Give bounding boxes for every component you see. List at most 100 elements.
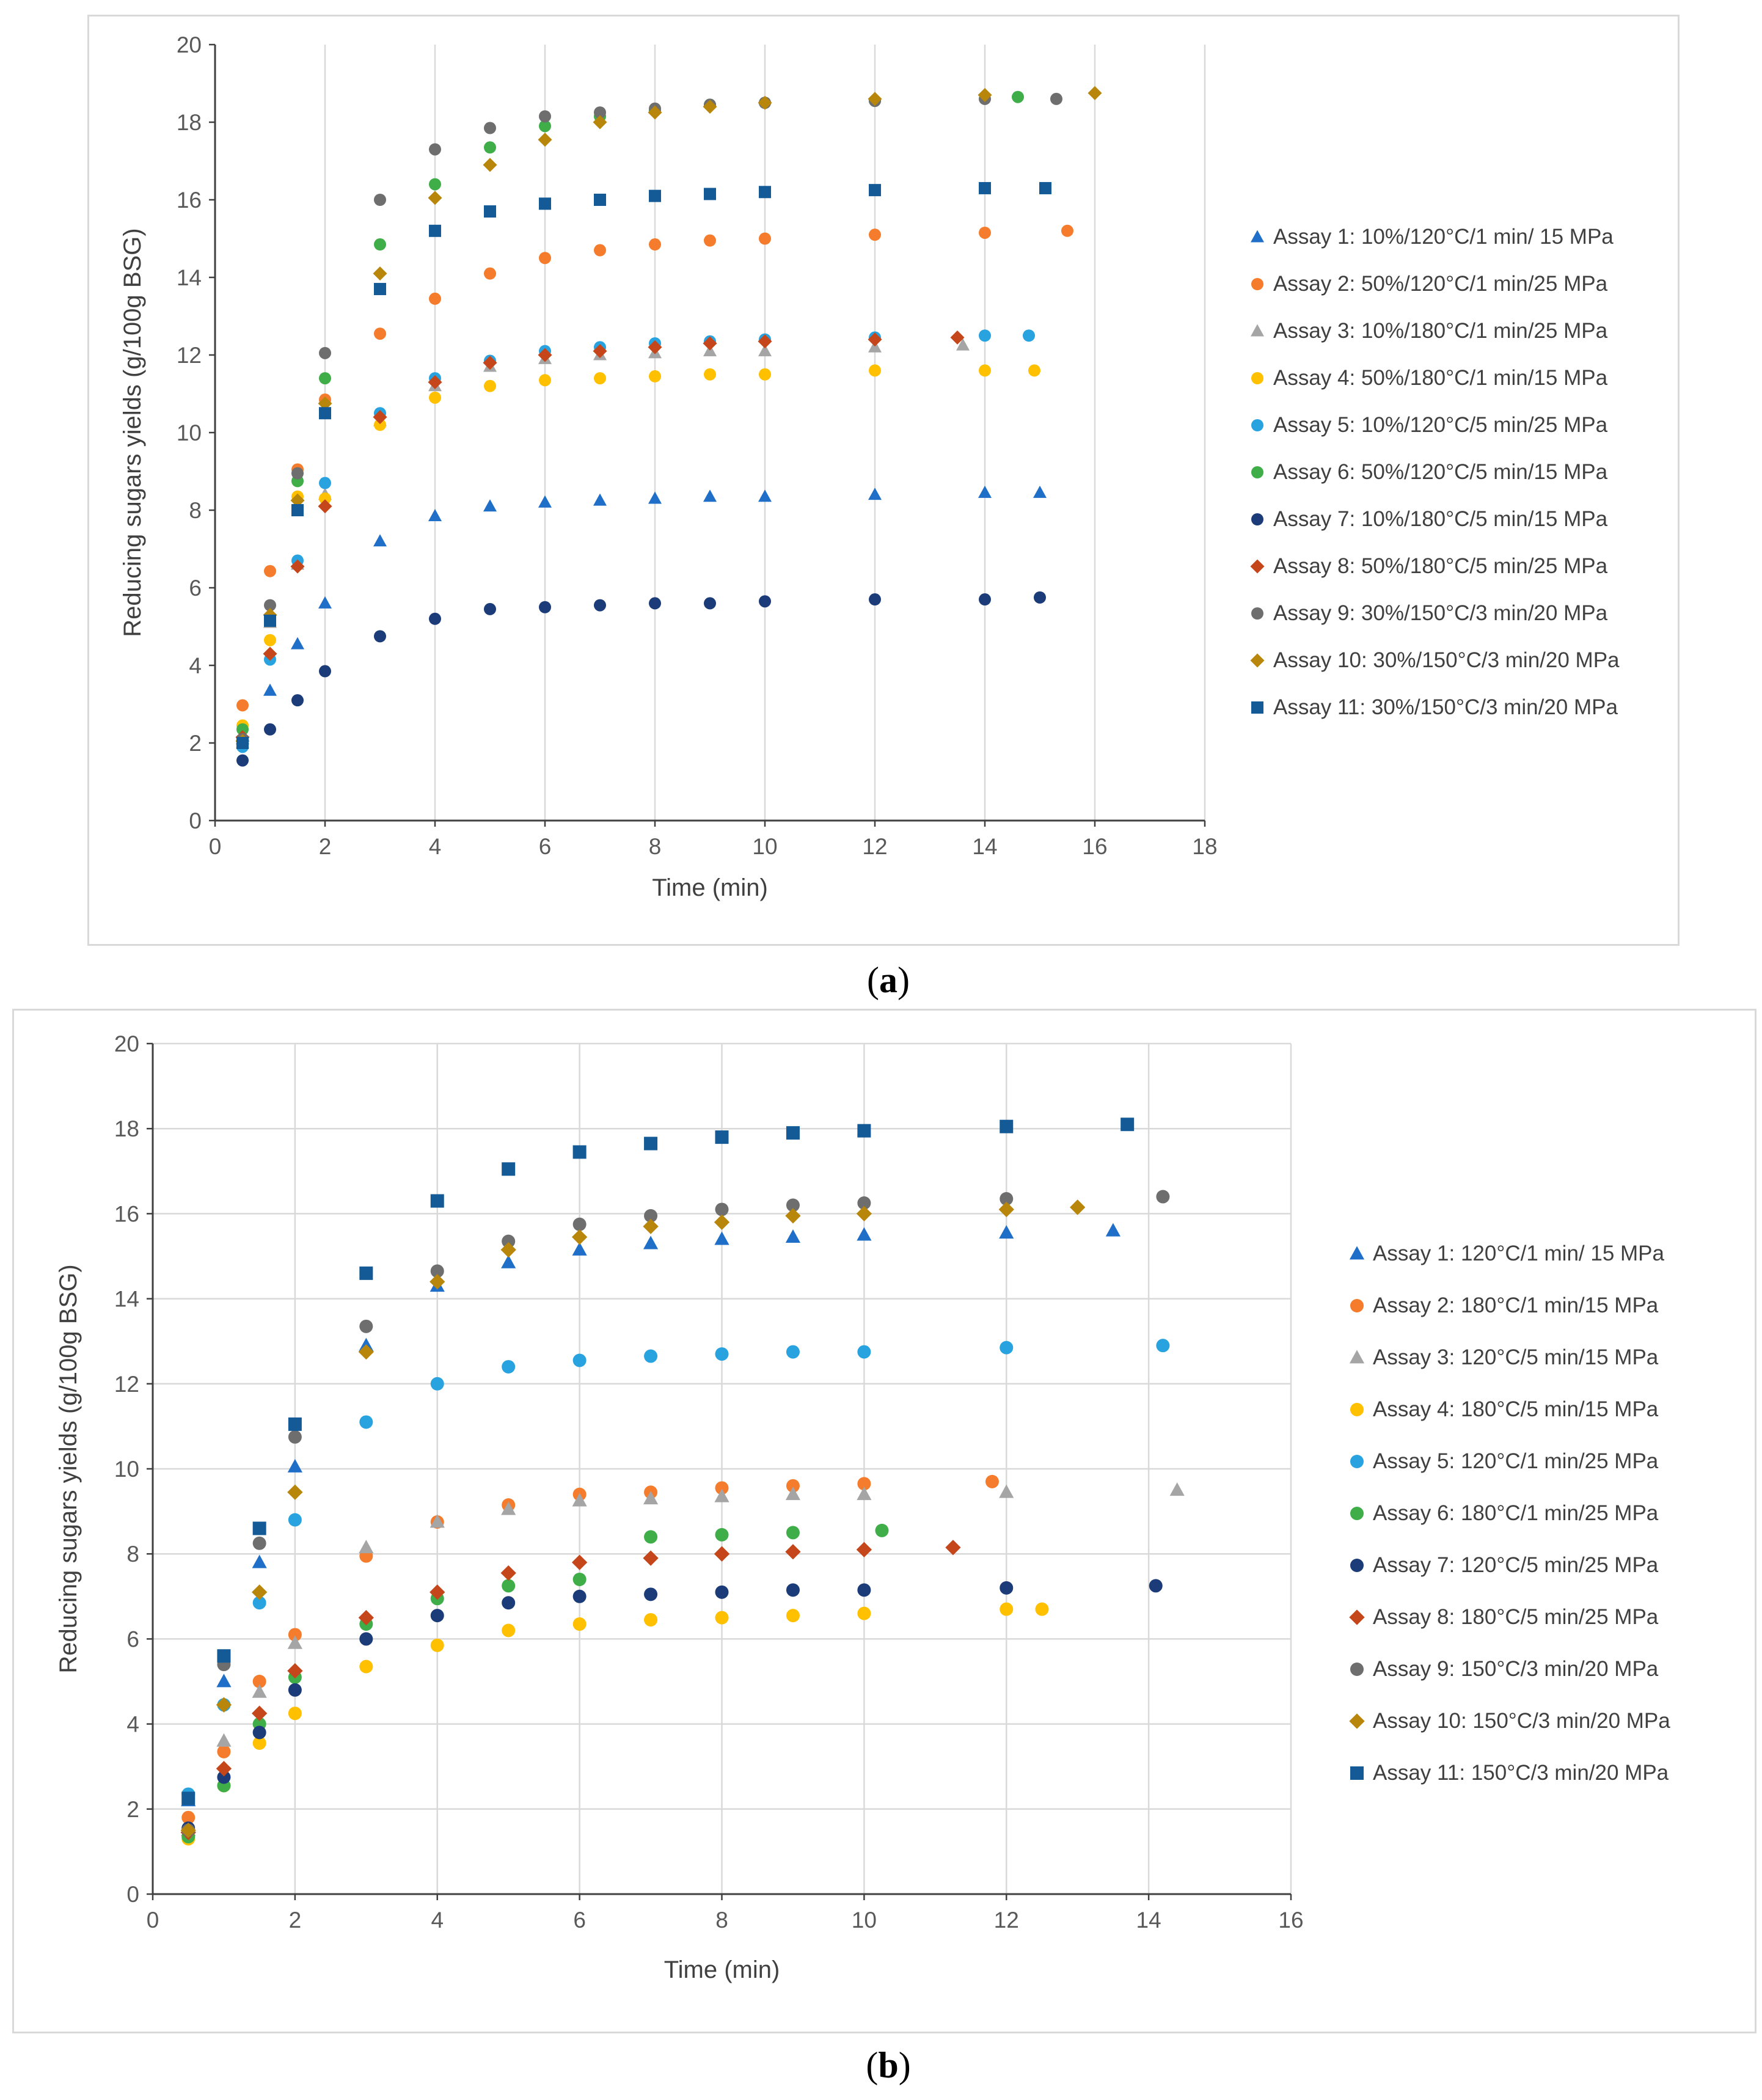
data-point-b-s2 (715, 1481, 729, 1495)
x-tick-label-b: 4 (431, 1908, 444, 1933)
data-point-b-s8 (571, 1554, 588, 1570)
data-point-a-s2 (539, 252, 551, 265)
data-point-a-s2 (484, 267, 496, 280)
data-point-b-s6 (502, 1579, 516, 1593)
data-point-a-s9 (594, 106, 606, 119)
data-point-b-s4 (359, 1659, 373, 1674)
data-point-a-s1 (758, 489, 772, 502)
legend-marker-b-s4 (1350, 1403, 1364, 1416)
data-point-b-s4 (430, 1638, 444, 1652)
data-point-a-s9 (264, 599, 276, 612)
data-point-b-s10 (643, 1218, 659, 1234)
x-tick-label-b: 14 (1136, 1908, 1161, 1933)
data-point-a-s4 (759, 368, 771, 381)
data-point-a-s7 (319, 665, 331, 678)
legend-marker-b-s11 (1350, 1766, 1364, 1780)
data-point-a-s10 (593, 115, 607, 130)
data-point-a-s2 (979, 226, 991, 239)
data-point-a-s8 (428, 375, 442, 389)
data-point-a-s1 (648, 491, 662, 504)
data-point-a-s4 (539, 374, 551, 387)
data-point-a-s11 (649, 189, 661, 202)
data-point-a-s2 (704, 234, 716, 247)
data-point-a-s5 (1023, 329, 1035, 342)
legend-label-a-s1: Assay 1: 10%/120°C/1 min/ 15 MPa (1273, 225, 1614, 249)
data-point-b-s11 (572, 1145, 587, 1159)
legend-label-b-s2: Assay 2: 180°C/1 min/15 MPa (1373, 1293, 1659, 1317)
x-tick-label-a: 6 (539, 834, 552, 859)
data-point-b-s3 (1169, 1482, 1185, 1496)
data-point-a-s4 (594, 372, 606, 385)
data-point-b-s7 (857, 1583, 871, 1597)
data-point-b-s4 (1035, 1602, 1049, 1616)
data-point-b-s5 (288, 1513, 302, 1527)
data-point-a-s2 (1061, 224, 1073, 237)
legend-marker-b-s3 (1349, 1350, 1365, 1364)
data-point-b-s11 (786, 1126, 800, 1140)
data-point-a-s9 (484, 122, 496, 134)
data-point-b-s6 (786, 1526, 800, 1540)
data-point-a-s7 (429, 612, 441, 625)
legend-marker-b-s7 (1350, 1559, 1364, 1572)
y-tick-label-a: 12 (177, 343, 202, 368)
data-point-a-s8 (483, 356, 497, 370)
data-point-b-s11 (1000, 1119, 1014, 1133)
data-point-b-s1 (287, 1458, 302, 1473)
x-tick-label-a: 2 (319, 834, 332, 859)
data-point-b-s11 (715, 1130, 729, 1144)
x-tick-label-a: 12 (862, 834, 887, 859)
data-point-a-s4 (484, 379, 496, 392)
data-point-a-s1 (538, 495, 552, 508)
data-point-b-s10 (358, 1344, 374, 1360)
data-point-b-s11 (644, 1136, 658, 1151)
data-point-a-s8 (950, 330, 965, 345)
legend-label-a-s10: Assay 10: 30%/150°C/3 min/20 MPa (1273, 648, 1620, 672)
data-point-b-s4 (1000, 1602, 1014, 1616)
data-point-a-s11 (869, 184, 881, 197)
data-point-b-s11 (857, 1124, 871, 1138)
data-point-a-s10 (1088, 86, 1102, 100)
x-tick-label-b: 2 (289, 1908, 302, 1933)
data-point-a-s8 (593, 344, 607, 359)
x-tick-label-a: 16 (1082, 834, 1107, 859)
data-point-a-s8 (538, 348, 552, 362)
legend-label-a-s6: Assay 6: 50%/120°C/5 min/15 MPa (1273, 460, 1608, 484)
data-point-a-s11 (264, 614, 276, 627)
y-tick-label-a: 18 (177, 110, 202, 135)
data-point-b-s6 (572, 1572, 587, 1586)
data-point-b-s5 (786, 1345, 800, 1359)
data-point-a-s11 (319, 407, 331, 420)
data-point-a-s8 (648, 340, 662, 354)
legend-label-a-s4: Assay 4: 50%/180°C/1 min/15 MPa (1273, 366, 1608, 390)
data-point-a-s7 (979, 593, 991, 606)
data-point-b-s1 (216, 1674, 232, 1688)
data-point-b-s7 (1000, 1581, 1014, 1595)
data-point-a-s11 (374, 283, 386, 296)
data-point-b-s3 (216, 1733, 232, 1747)
data-point-b-s3 (999, 1484, 1014, 1498)
data-point-b-s7 (502, 1596, 516, 1610)
data-point-a-s2 (374, 327, 386, 340)
data-point-a-s1 (291, 637, 304, 649)
data-point-b-s10 (180, 1822, 196, 1838)
data-point-b-s10 (1070, 1199, 1086, 1215)
y-tick-label-a: 10 (177, 420, 202, 445)
chart-panel-b (12, 1009, 1757, 2033)
data-point-a-s7 (869, 593, 881, 606)
data-point-b-s7 (430, 1609, 444, 1623)
data-point-a-s2 (264, 565, 276, 577)
data-point-a-s9 (539, 110, 551, 123)
legend-label-b-s3: Assay 3: 120°C/5 min/15 MPa (1373, 1345, 1659, 1369)
data-point-b-s1 (252, 1554, 267, 1568)
data-point-b-s8 (856, 1542, 872, 1557)
data-point-a-s7 (236, 754, 249, 767)
data-point-b-s5 (1156, 1339, 1170, 1353)
legend-marker-a-s4 (1251, 372, 1263, 384)
legend-label-b-s1: Assay 1: 120°C/1 min/ 15 MPa (1373, 1242, 1665, 1265)
data-point-b-s8 (430, 1584, 445, 1600)
data-point-a-s11 (759, 186, 771, 199)
y-tick-label-a: 16 (177, 188, 202, 213)
data-point-b-s4 (572, 1617, 587, 1631)
legend-label-b-s11: Assay 11: 150°C/3 min/20 MPa (1373, 1761, 1669, 1785)
data-point-a-s8 (868, 332, 882, 347)
